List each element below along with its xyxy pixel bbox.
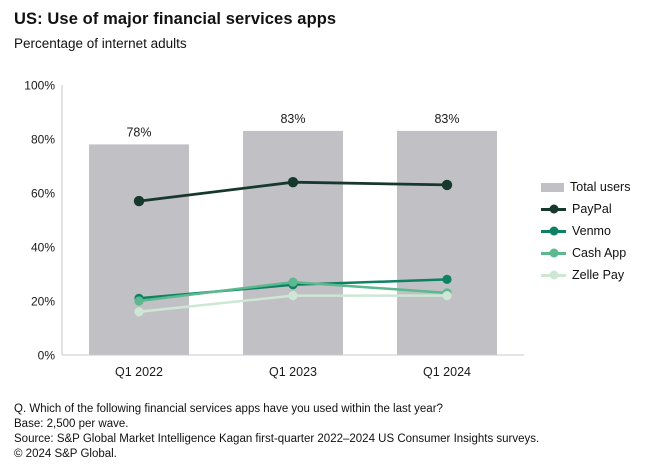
data-point-cash-app-q1-2022: [134, 296, 144, 306]
data-point-venmo-q1-2024: [442, 274, 452, 284]
legend-item-paypal: PayPal: [541, 198, 630, 220]
legend-swatch-zelle-pay: [541, 270, 566, 280]
chart-header: US: Use of major financial services apps…: [14, 10, 336, 51]
bar-value-label-q1-2022: 78%: [126, 125, 151, 139]
legend-label-cash-app: Cash App: [572, 246, 627, 260]
y-tick-label-0: 0%: [38, 349, 56, 363]
legend-item-zelle-pay: Zelle Pay: [541, 264, 630, 286]
x-tick-label-q1-2024: Q1 2024: [423, 365, 471, 379]
data-point-paypal-q1-2022: [133, 195, 145, 207]
legend-item-venmo: Venmo: [541, 220, 630, 242]
y-tick-label-60: 60%: [31, 187, 55, 201]
bar-value-label-q1-2024: 83%: [434, 112, 459, 126]
chart-footnotes: Q. Which of the following financial serv…: [14, 402, 539, 462]
legend-label-total-users: Total users: [570, 180, 631, 194]
legend-label-paypal: PayPal: [572, 202, 612, 216]
bar-total-users-q1-2022: [89, 144, 189, 355]
footnote-source: Source: S&P Global Market Intelligence K…: [14, 433, 540, 445]
x-tick-label-q1-2022: Q1 2022: [115, 365, 163, 379]
data-point-zelle-pay-q1-2024: [442, 291, 452, 301]
legend-item-total-users: Total users: [541, 176, 630, 198]
data-point-zelle-pay-q1-2022: [134, 307, 144, 317]
legend-marker-dot: [549, 226, 558, 236]
legend-swatch-cash-app: [541, 248, 566, 258]
legend-swatch-total-users: [541, 182, 564, 192]
chart-legend: Total users PayPal Venmo Cash App Zelle Pay: [541, 176, 630, 286]
bar-total-users-q1-2023: [243, 130, 343, 355]
legend-label-venmo: Venmo: [572, 224, 611, 238]
legend-label-zelle-pay: Zelle Pay: [572, 268, 625, 282]
footnote-base: Base: 2,500 per wave.: [14, 418, 129, 430]
data-point-zelle-pay-q1-2023: [288, 291, 298, 301]
data-point-cash-app-q1-2023: [288, 277, 298, 287]
legend-marker-dot: [549, 248, 558, 258]
data-point-paypal-q1-2023: [287, 177, 299, 188]
footnote-question: Q. Which of the following financial serv…: [14, 403, 443, 415]
legend-swatch-paypal: [541, 204, 566, 214]
legend-swatch-venmo: [541, 226, 566, 236]
x-tick-label-q1-2023: Q1 2023: [269, 365, 317, 379]
legend-item-cash-app: Cash App: [541, 242, 630, 264]
data-point-paypal-q1-2024: [441, 179, 453, 191]
footnote-copyright: © 2024 S&P Global.: [14, 448, 117, 460]
y-tick-label-40: 40%: [31, 241, 55, 255]
bar-value-label-q1-2023: 83%: [280, 112, 305, 126]
y-tick-label-20: 20%: [31, 295, 55, 309]
bar-total-users-q1-2024: [397, 130, 497, 355]
legend-marker-dot: [549, 270, 558, 280]
legend-marker-dot: [549, 204, 558, 214]
chart-subtitle: Percentage of internet adults: [14, 36, 187, 51]
y-tick-label-100: 100%: [24, 79, 55, 93]
chart-title: US: Use of major financial services apps: [14, 10, 337, 28]
y-tick-label-80: 80%: [31, 133, 55, 147]
